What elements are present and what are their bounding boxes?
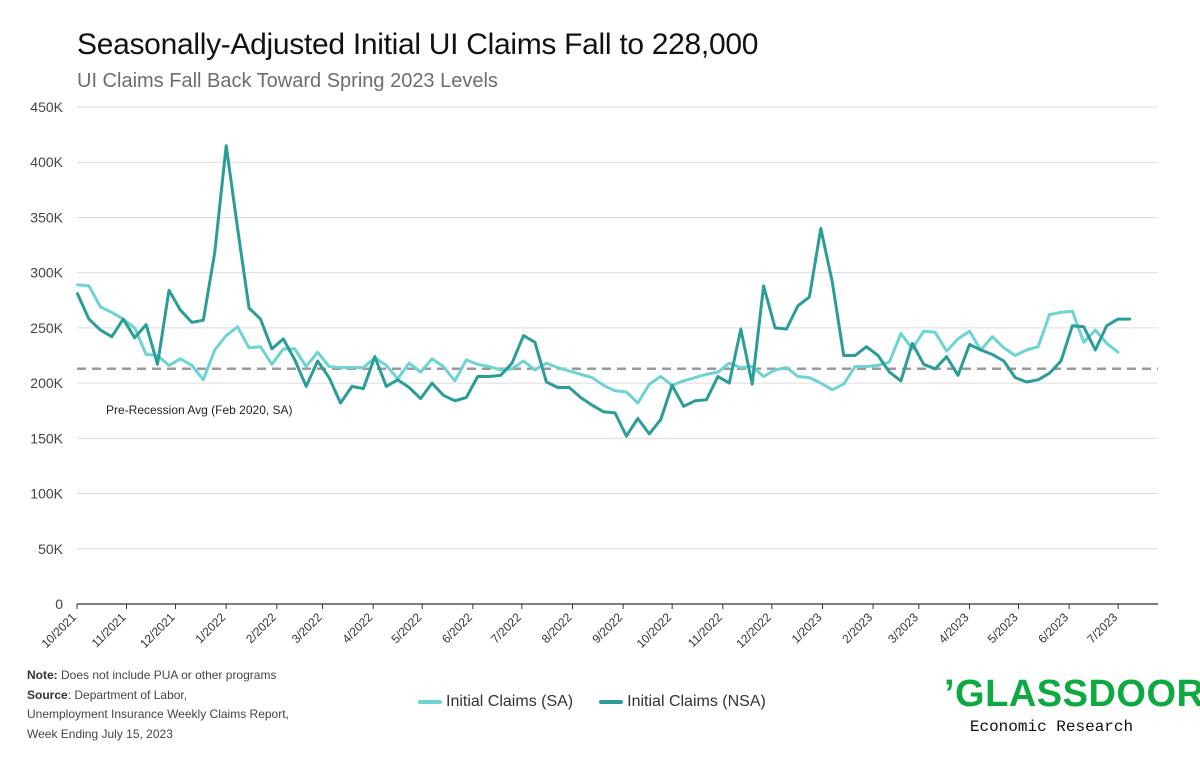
x-tick-label: 6/2022 — [439, 610, 475, 646]
y-tick-label: 450K — [30, 99, 63, 115]
legend-item-nsa: Initial Claims (NSA) — [599, 693, 766, 711]
x-tick-label: 12/2021 — [137, 610, 178, 651]
x-tick-label: 2/2022 — [243, 610, 279, 646]
x-tick-label: 8/2022 — [539, 610, 575, 646]
legend-swatch-nsa — [599, 700, 624, 704]
x-tick-label: 3/2022 — [289, 610, 325, 646]
legend-swatch-sa — [418, 700, 442, 704]
y-tick-label: 50K — [38, 541, 64, 557]
x-tick-label: 5/2023 — [985, 610, 1021, 646]
source-line-1: : Department of Labor, — [67, 687, 188, 702]
y-tick-label: 350K — [30, 209, 63, 225]
x-tick-label: 9/2022 — [589, 610, 625, 646]
reference-line-label: Pre-Recession Avg (Feb 2020, SA) — [106, 403, 293, 417]
logo-subtitle: Economic Research — [969, 718, 1134, 736]
x-tick-label: 7/2022 — [488, 610, 524, 646]
y-tick-label: 400K — [30, 154, 63, 170]
y-tick-label: 250K — [30, 320, 63, 336]
chart-notes: Note: Does not include PUA or other prog… — [27, 666, 289, 744]
y-tick-label: 100K — [30, 486, 63, 502]
source-line-3: Week Ending July 15, 2023 — [27, 726, 173, 741]
legend-label-nsa: Initial Claims (NSA) — [627, 693, 766, 710]
y-tick-label: 300K — [30, 265, 63, 281]
chart-title: Seasonally-Adjusted Initial UI Claims Fa… — [77, 28, 759, 61]
series-line-nsa — [76, 144, 1132, 438]
note-label: Note: — [27, 668, 58, 682]
x-tick-label: 12/2022 — [733, 610, 774, 651]
x-tick-label: 5/2022 — [388, 610, 424, 646]
x-tick-label: 10/2022 — [634, 610, 675, 651]
y-tick-label: 150K — [30, 430, 63, 446]
x-tick-label: 1/2023 — [789, 610, 825, 646]
y-tick-label: 0 — [55, 596, 63, 612]
legend-label-sa: Initial Claims (SA) — [446, 693, 574, 710]
note-text: Does not include PUA or other programs — [57, 668, 277, 682]
x-tick-label: 10/2021 — [39, 610, 80, 651]
x-tick-label: 4/2022 — [339, 610, 375, 646]
x-tick-label: 6/2023 — [1035, 610, 1071, 646]
x-tick-label: 3/2023 — [885, 610, 921, 646]
x-tick-label: 1/2022 — [192, 610, 228, 646]
x-tick-label: 11/2022 — [685, 610, 725, 650]
x-tick-label: 7/2023 — [1084, 610, 1120, 646]
glassdoor-logo: ʼGLASSDOOR Economic Research — [944, 673, 1200, 736]
legend-item-sa: Initial Claims (SA) — [418, 693, 573, 711]
x-tick-label: 11/2021 — [89, 610, 129, 650]
series-line-sa — [76, 283, 1120, 405]
x-tick-label: 4/2023 — [936, 610, 972, 646]
chart-legend: Initial Claims (SA) Initial Claims (NSA) — [418, 693, 766, 711]
source-line-2: Unemployment Insurance Weekly Claims Rep… — [27, 707, 289, 721]
y-tick-label: 200K — [30, 375, 63, 391]
chart-subtitle: UI Claims Fall Back Toward Spring 2023 L… — [77, 70, 498, 92]
x-tick-label: 2/2023 — [839, 610, 875, 646]
source-label: Source — [27, 687, 68, 702]
logo-brand: ʼGLASSDOOR — [944, 673, 1200, 715]
